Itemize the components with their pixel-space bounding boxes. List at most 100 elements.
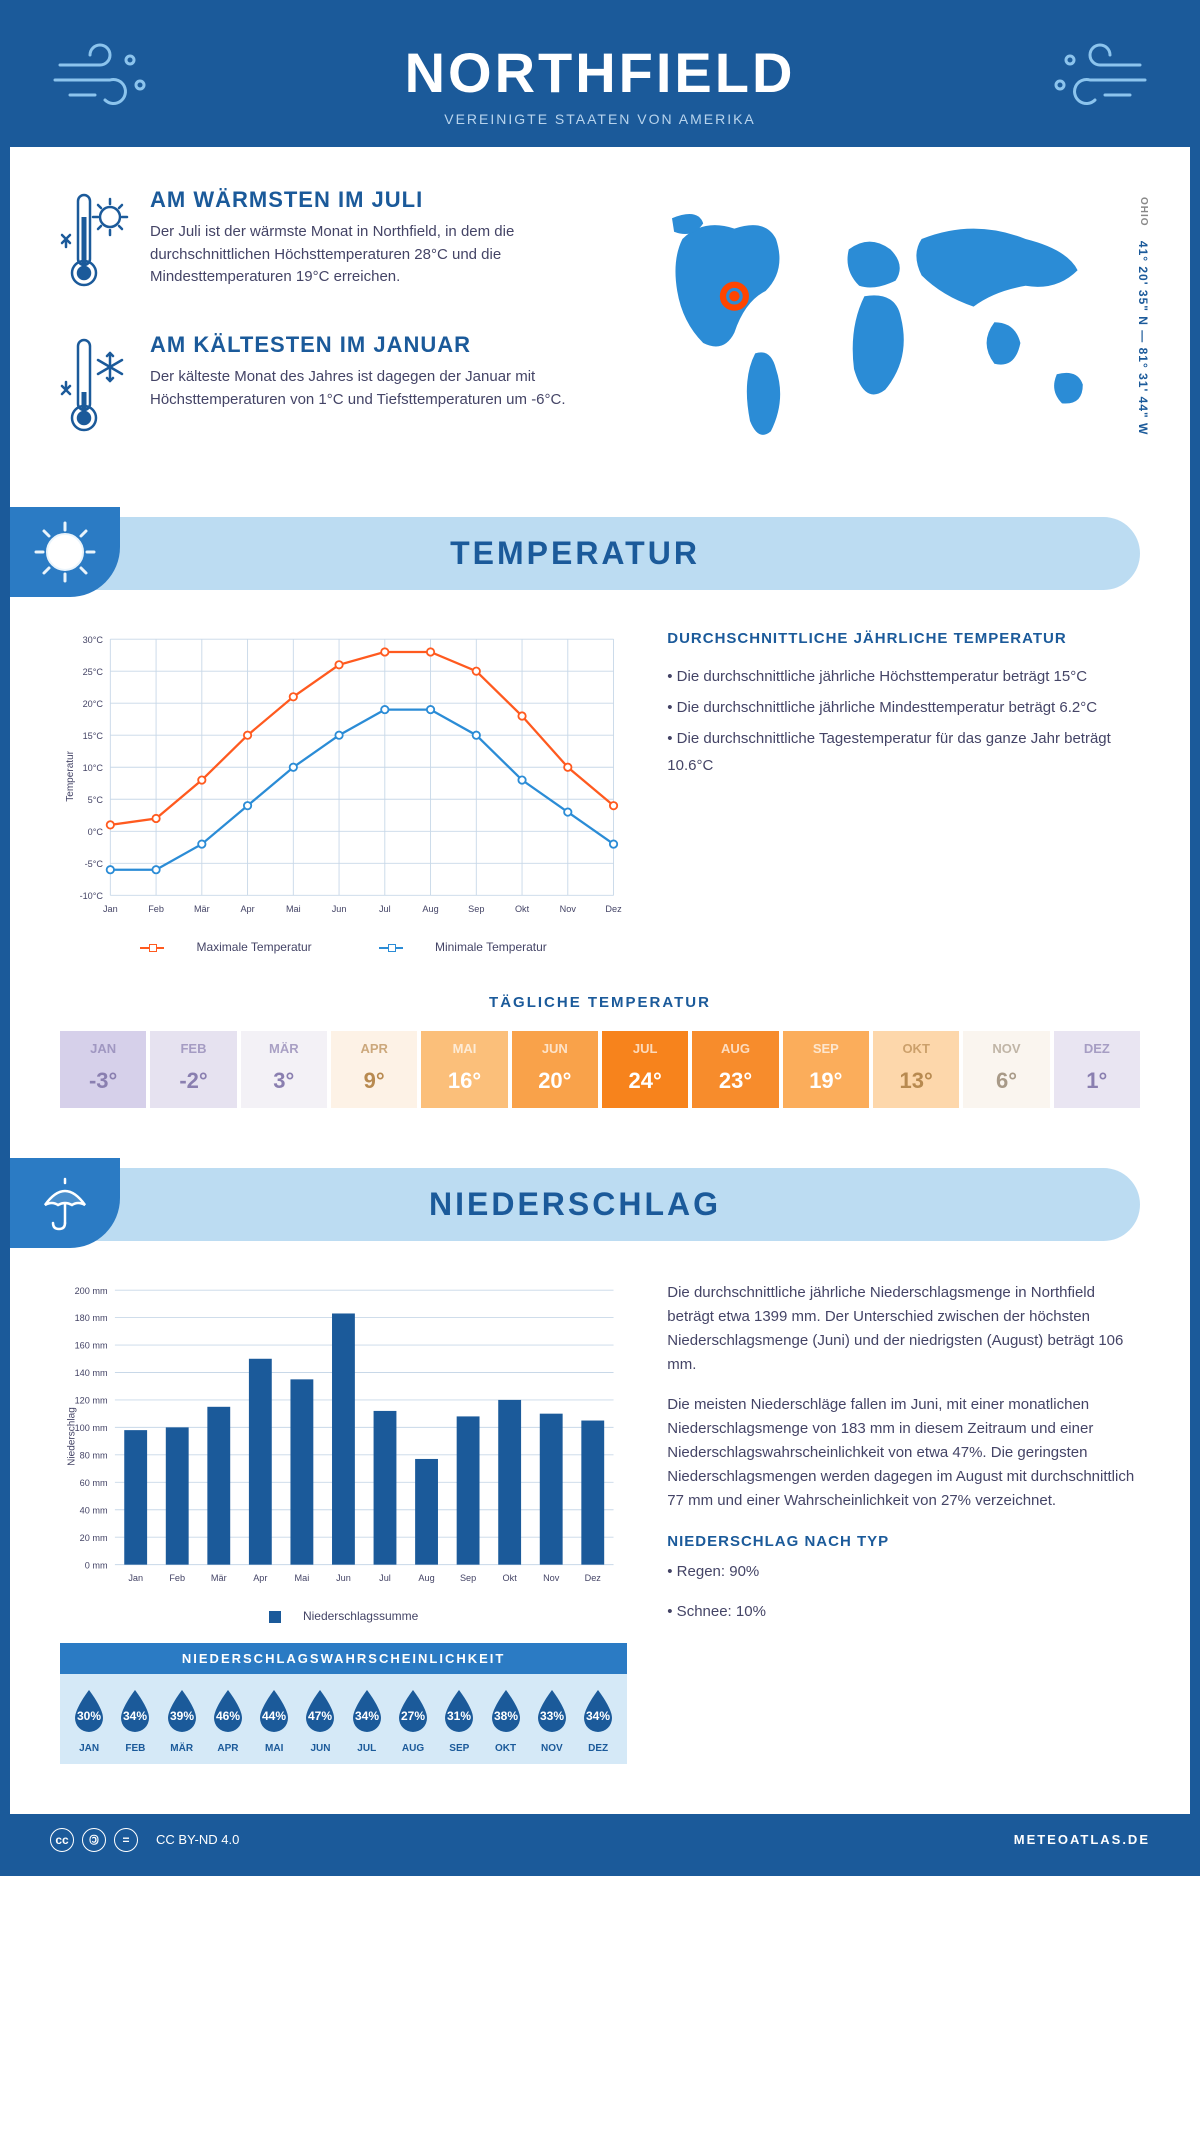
- daily-temp-cell: OKT13°: [873, 1031, 959, 1108]
- daily-temp-cell: JAN-3°: [60, 1031, 146, 1108]
- precipitation-bar-chart: 0 mm 20 mm 40 mm 60 mm 80 mm 100 mm 120 mm 140 …: [60, 1281, 627, 1764]
- svg-text:Jun: Jun: [336, 1573, 351, 1583]
- svg-text:Feb: Feb: [148, 904, 164, 914]
- svg-text:-10°C: -10°C: [80, 891, 104, 901]
- intro-section: AM WÄRMSTEN IM JULI Der Juli ist der wär…: [10, 147, 1190, 497]
- coldest-text: Der kälteste Monat des Jahres ist dagege…: [150, 366, 580, 411]
- svg-text:30%: 30%: [77, 1709, 101, 1723]
- site-name: METEOATLAS.DE: [1014, 1832, 1150, 1847]
- precip-probability-cell: 34%DEZ: [577, 1688, 619, 1754]
- daily-temp-cell: NOV6°: [963, 1031, 1049, 1108]
- daily-temp-cell: APR9°: [331, 1031, 417, 1108]
- daily-temp-cell: DEZ1°: [1054, 1031, 1140, 1108]
- svg-text:Dez: Dez: [605, 904, 622, 914]
- svg-text:Sep: Sep: [468, 904, 484, 914]
- daily-temperature-table: TÄGLICHE TEMPERATUR JAN-3°FEB-2°MÄR3°APR…: [10, 984, 1190, 1148]
- precip-probability-cell: 30%JAN: [68, 1688, 110, 1754]
- svg-text:100 mm: 100 mm: [75, 1423, 108, 1433]
- precipitation-info: Die durchschnittliche jährliche Niedersc…: [667, 1281, 1140, 1764]
- svg-text:140 mm: 140 mm: [75, 1368, 108, 1378]
- temperature-heading: TEMPERATUR: [10, 535, 1140, 572]
- coldest-block: AM KÄLTESTEN IM JANUAR Der kälteste Mona…: [60, 332, 580, 447]
- svg-text:Aug: Aug: [422, 904, 438, 914]
- precip-probability-cell: 46%APR: [207, 1688, 249, 1754]
- daily-temp-cell: JUN20°: [512, 1031, 598, 1108]
- warmest-text: Der Juli ist der wärmste Monat in Northf…: [150, 221, 580, 289]
- svg-text:Mai: Mai: [295, 1573, 310, 1583]
- svg-text:0°C: 0°C: [88, 827, 104, 837]
- svg-text:Jul: Jul: [379, 1573, 391, 1583]
- svg-text:80 mm: 80 mm: [80, 1450, 108, 1460]
- svg-text:Sep: Sep: [460, 1573, 476, 1583]
- svg-text:30°C: 30°C: [83, 635, 104, 645]
- svg-text:Jun: Jun: [332, 904, 347, 914]
- precip-probability-cell: 44%MAI: [253, 1688, 295, 1754]
- svg-text:Okt: Okt: [515, 904, 530, 914]
- svg-text:Feb: Feb: [169, 1573, 185, 1583]
- svg-text:Mär: Mär: [211, 1573, 227, 1583]
- svg-text:Temperatur: Temperatur: [65, 750, 76, 801]
- precip-probability-cell: 33%NOV: [531, 1688, 573, 1754]
- svg-text:20°C: 20°C: [83, 699, 104, 709]
- temperature-line-chart: -10°C-5°C0°C5°C10°C15°C20°C25°C30°CJanFe…: [60, 630, 627, 954]
- svg-text:47%: 47%: [308, 1709, 332, 1723]
- svg-text:160 mm: 160 mm: [75, 1340, 108, 1350]
- precip-probability-cell: 34%JUL: [346, 1688, 388, 1754]
- temp-chart-legend: Maximale Temperatur Minimale Temperatur: [60, 940, 627, 954]
- thermometer-snow-icon: [60, 332, 130, 442]
- svg-text:Mär: Mär: [194, 904, 210, 914]
- precip-probability-cell: 39%MÄR: [161, 1688, 203, 1754]
- svg-text:0 mm: 0 mm: [85, 1560, 108, 1570]
- precip-chart-legend: Niederschlagssumme: [60, 1609, 627, 1623]
- svg-text:38%: 38%: [494, 1709, 518, 1723]
- cc-icon: cc: [50, 1828, 74, 1852]
- svg-text:Mai: Mai: [286, 904, 301, 914]
- svg-text:34%: 34%: [355, 1709, 379, 1723]
- coordinates: OHIO 41° 20' 35" N — 81° 31' 44" W: [1136, 197, 1150, 435]
- precip-probability-cell: 27%AUG: [392, 1688, 434, 1754]
- sun-icon: [30, 517, 100, 587]
- svg-text:Okt: Okt: [503, 1573, 518, 1583]
- precipitation-section-header: NIEDERSCHLAG: [10, 1168, 1140, 1241]
- svg-text:Jan: Jan: [128, 1573, 143, 1583]
- svg-text:5°C: 5°C: [88, 795, 104, 805]
- svg-text:Niederschlag: Niederschlag: [67, 1407, 78, 1466]
- header: NORTHFIELD VEREINIGTE STAATEN VON AMERIK…: [10, 10, 1190, 147]
- precipitation-probability-box: NIEDERSCHLAGSWAHRSCHEINLICHKEIT 30%JAN34…: [60, 1643, 627, 1764]
- wind-icon: [1040, 40, 1150, 110]
- svg-text:27%: 27%: [401, 1709, 425, 1723]
- svg-text:60 mm: 60 mm: [80, 1478, 108, 1488]
- svg-text:Jan: Jan: [103, 904, 118, 914]
- svg-text:Dez: Dez: [585, 1573, 602, 1583]
- svg-text:Nov: Nov: [560, 904, 577, 914]
- daily-temp-cell: AUG23°: [692, 1031, 778, 1108]
- svg-text:44%: 44%: [262, 1709, 286, 1723]
- svg-text:40 mm: 40 mm: [80, 1505, 108, 1515]
- precip-probability-cell: 38%OKT: [484, 1688, 526, 1754]
- page: NORTHFIELD VEREINIGTE STAATEN VON AMERIK…: [0, 0, 1200, 1876]
- license-text: CC BY-ND 4.0: [156, 1832, 239, 1847]
- country-subtitle: VEREINIGTE STAATEN VON AMERIKA: [50, 111, 1150, 127]
- precip-probability-cell: 34%FEB: [114, 1688, 156, 1754]
- precipitation-heading: NIEDERSCHLAG: [10, 1186, 1140, 1223]
- svg-text:25°C: 25°C: [83, 667, 104, 677]
- warmest-block: AM WÄRMSTEN IM JULI Der Juli ist der wär…: [60, 187, 580, 302]
- umbrella-icon: [35, 1173, 95, 1233]
- svg-text:20 mm: 20 mm: [80, 1533, 108, 1543]
- svg-text:15°C: 15°C: [83, 731, 104, 741]
- temperature-section-header: TEMPERATUR: [10, 517, 1140, 590]
- daily-temp-cell: SEP19°: [783, 1031, 869, 1108]
- city-title: NORTHFIELD: [50, 40, 1150, 105]
- svg-text:34%: 34%: [123, 1709, 147, 1723]
- daily-temp-cell: MAI16°: [421, 1031, 507, 1108]
- temperature-info: DURCHSCHNITTLICHE JÄHRLICHE TEMPERATUR •…: [667, 630, 1140, 954]
- world-map: [620, 187, 1140, 457]
- precip-probability-cell: 31%SEP: [438, 1688, 480, 1754]
- daily-temp-cell: MÄR3°: [241, 1031, 327, 1108]
- svg-text:120 mm: 120 mm: [75, 1395, 108, 1405]
- footer: cc 🄯 = CC BY-ND 4.0 METEOATLAS.DE: [10, 1814, 1190, 1866]
- warmest-title: AM WÄRMSTEN IM JULI: [150, 187, 580, 213]
- daily-temp-cell: FEB-2°: [150, 1031, 236, 1108]
- precip-probability-cell: 47%JUN: [299, 1688, 341, 1754]
- coldest-title: AM KÄLTESTEN IM JANUAR: [150, 332, 580, 358]
